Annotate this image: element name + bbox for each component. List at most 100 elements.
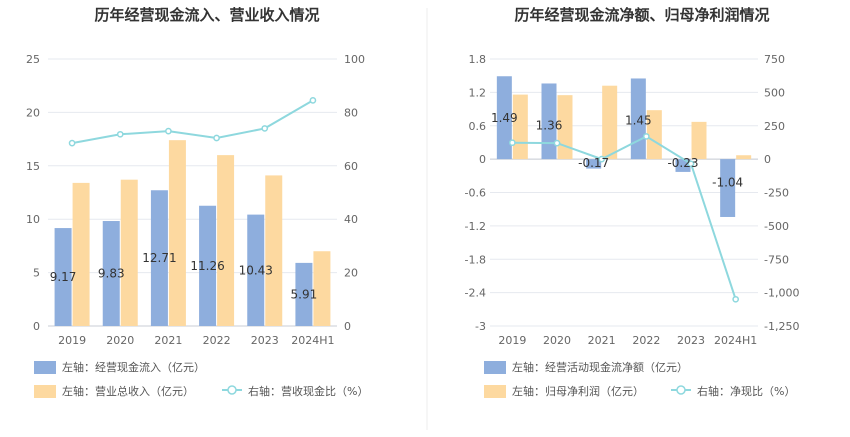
bar-primary xyxy=(54,228,72,326)
y-right-tick-label: -500 xyxy=(764,220,789,233)
bar-secondary xyxy=(313,251,331,326)
chart-right: 历年经营现金流净额、归母净利润情况 1.8 750 1.2 500 0.6 250 0 0 -0.… xyxy=(465,6,799,398)
y-right-tick-label: 20 xyxy=(344,267,358,280)
x-tick-label: 2019 xyxy=(498,334,526,347)
data-label: 1.49 xyxy=(491,111,518,125)
bar-primary xyxy=(247,214,265,326)
x-tick-label: 2023 xyxy=(251,334,279,347)
y-right-tick-label: 80 xyxy=(344,106,358,119)
ratio-point xyxy=(213,134,220,142)
ratio-point xyxy=(508,139,516,147)
bar-secondary xyxy=(265,175,283,326)
y-left-tick-label: 0.6 xyxy=(469,120,487,133)
y-left-tick-label: -1.8 xyxy=(465,253,486,266)
bar-primary xyxy=(720,159,736,217)
ratio-point xyxy=(687,160,695,168)
y-left-tick-label: 1.8 xyxy=(469,53,487,66)
ratio-point xyxy=(553,139,561,147)
data-label: -1.04 xyxy=(712,175,743,189)
y-right-tick-label: 250 xyxy=(764,120,785,133)
legend-label: 左轴：营业总收入（亿元） xyxy=(62,384,194,398)
x-tick-label: 2021 xyxy=(588,334,616,347)
bar-secondary xyxy=(736,155,752,160)
y-left-tick-label: 0 xyxy=(33,320,40,333)
y-left-tick-label: 10 xyxy=(26,213,40,226)
bar-secondary xyxy=(72,182,90,326)
legend-label: 右轴：营收现金比（%） xyxy=(248,384,368,398)
bar-primary xyxy=(102,221,120,326)
data-label: 10.43 xyxy=(239,263,273,277)
bar-secondary xyxy=(168,140,186,326)
data-label: 5.91 xyxy=(291,287,318,301)
bar-primary xyxy=(199,205,217,326)
legend-line-icon-dot xyxy=(227,385,237,395)
y-right-tick-label: -1,250 xyxy=(764,320,799,333)
y-left-tick-label: 0 xyxy=(479,153,486,166)
data-label: 11.26 xyxy=(190,259,224,273)
data-label: 12.71 xyxy=(142,251,176,265)
legend-label: 左轴：经营现金流入（亿元） xyxy=(62,360,205,374)
legend-label: 左轴：经营活动现金流净额（亿元） xyxy=(512,360,688,374)
x-tick-label: 2019 xyxy=(58,334,86,347)
y-right-tick-label: 0 xyxy=(764,153,771,166)
bar-primary xyxy=(496,76,512,160)
ratio-point xyxy=(261,125,269,132)
bar-secondary xyxy=(557,95,573,160)
legend-swatch xyxy=(484,385,506,398)
legend-line-icon-dot xyxy=(676,385,686,395)
y-left-tick-label: 20 xyxy=(26,106,40,119)
ratio-point xyxy=(68,139,76,147)
ratio-point xyxy=(598,155,606,163)
ratio-point xyxy=(309,97,317,104)
x-tick-label: 2024H1 xyxy=(291,334,334,347)
x-tick-label: 2024H1 xyxy=(714,334,757,347)
y-right-tick-label: -750 xyxy=(764,253,789,266)
data-label: 1.36 xyxy=(536,118,563,132)
bar-primary xyxy=(150,190,168,326)
legend-label: 左轴：归母净利润（亿元） xyxy=(512,384,644,398)
legend-swatch xyxy=(484,361,506,374)
x-tick-label: 2021 xyxy=(154,334,182,347)
y-right-tick-label: -250 xyxy=(764,187,789,200)
bar-secondary xyxy=(602,85,618,160)
y-left-tick-label: -3 xyxy=(475,320,486,333)
bar-secondary xyxy=(512,94,528,160)
y-left-tick-label: -2.4 xyxy=(465,287,486,300)
bar-primary xyxy=(541,83,557,160)
bar-primary xyxy=(295,262,313,326)
bar-secondary xyxy=(217,155,235,326)
x-tick-label: 2020 xyxy=(543,334,571,347)
legend-swatch xyxy=(34,361,56,374)
y-right-tick-label: 60 xyxy=(344,160,358,173)
y-left-tick-label: 5 xyxy=(33,267,40,280)
y-left-tick-label: 25 xyxy=(26,53,40,66)
chart-left: 历年经营现金流入、营业收入情况 25 100 20 80 15 60 10 40 5 20 0 0 201… xyxy=(26,6,368,398)
y-left-tick-label: -0.6 xyxy=(465,187,486,200)
y-left-tick-label: -1.2 xyxy=(465,220,486,233)
bar-primary xyxy=(586,159,602,169)
x-tick-label: 2020 xyxy=(106,334,134,347)
y-right-tick-label: 500 xyxy=(764,86,785,99)
bar-secondary xyxy=(120,179,138,326)
y-right-tick-label: -1,000 xyxy=(764,287,799,300)
data-label: 9.17 xyxy=(50,270,77,284)
chart-title: 历年经营现金流入、营业收入情况 xyxy=(94,6,319,24)
bar-secondary xyxy=(646,110,662,160)
data-label: -0.23 xyxy=(667,156,698,170)
x-tick-label: 2022 xyxy=(203,334,231,347)
ratio-point xyxy=(116,130,124,138)
x-tick-label: 2022 xyxy=(632,334,660,347)
legend-swatch xyxy=(34,385,56,398)
ratio-point xyxy=(642,133,650,140)
bar-secondary xyxy=(691,121,707,160)
x-tick-label: 2023 xyxy=(677,334,705,347)
data-label: -0.17 xyxy=(578,156,609,170)
chart-title: 历年经营现金流净额、归母净利润情况 xyxy=(514,6,769,24)
y-right-tick-label: 750 xyxy=(764,53,785,66)
ratio-line xyxy=(512,135,737,300)
ratio-line xyxy=(71,99,314,145)
y-right-tick-label: 0 xyxy=(344,320,351,333)
data-label: 9.83 xyxy=(98,267,125,281)
ratio-point xyxy=(165,127,172,135)
